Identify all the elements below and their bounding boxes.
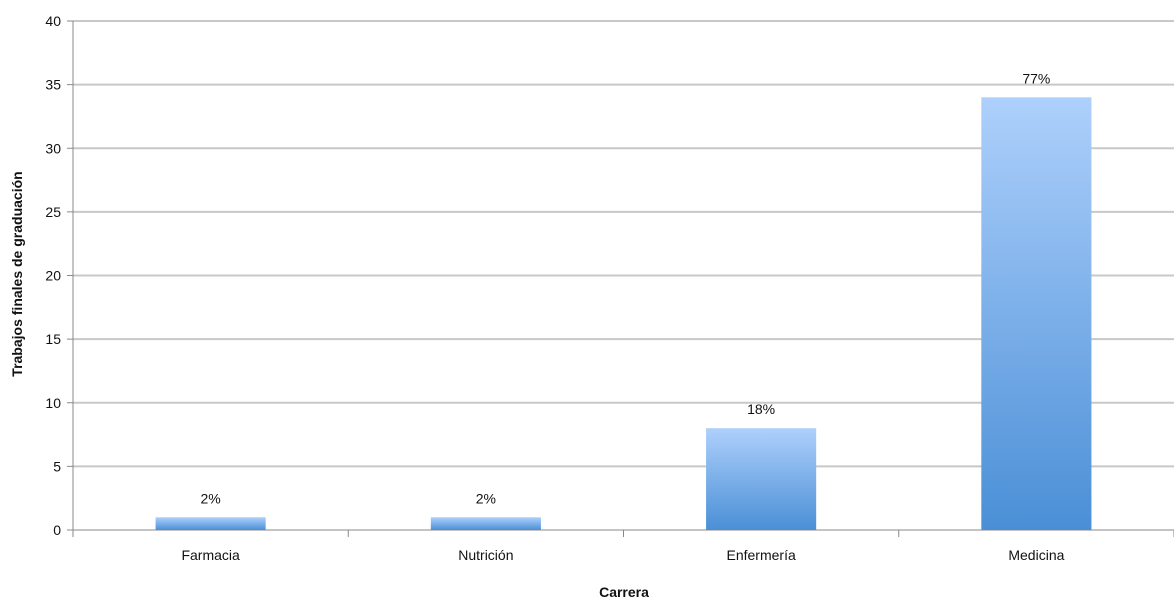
x-tick-label: Medicina: [1008, 547, 1064, 563]
x-axis-title: Carrera: [599, 584, 649, 599]
labels: 0 5 10 15 20 25 30 35 40 Farmacia 2% Nutrición 2% Enf…: [45, 13, 1064, 563]
y-tick-label: 35: [45, 77, 61, 93]
bars: [155, 97, 1092, 530]
data-label: 2%: [476, 490, 496, 506]
y-tick-label: 20: [45, 268, 61, 284]
bar-farmacia: [155, 517, 266, 530]
y-tick-label: 10: [45, 395, 61, 411]
y-tick-label: 5: [53, 458, 61, 474]
y-tick-label: 0: [53, 522, 61, 538]
y-tick-label: 15: [45, 331, 61, 347]
y-tick-label: 25: [45, 204, 61, 220]
y-tick-label: 30: [45, 140, 61, 156]
y-tick-label: 40: [45, 13, 61, 29]
bar-enfermería: [706, 428, 817, 530]
x-tick-label: Enfermería: [727, 547, 796, 563]
y-axis-title: Trabajos finales de graduación: [9, 171, 25, 376]
data-label: 18%: [747, 401, 775, 417]
x-tick-label: Nutrición: [458, 547, 513, 563]
data-label: 2%: [201, 490, 221, 506]
data-label: 77%: [1022, 70, 1050, 86]
bar-medicina: [981, 97, 1092, 530]
gridlines: [73, 20, 1174, 468]
bar-nutrición: [430, 517, 541, 530]
x-tick-label: Farmacia: [181, 547, 240, 563]
